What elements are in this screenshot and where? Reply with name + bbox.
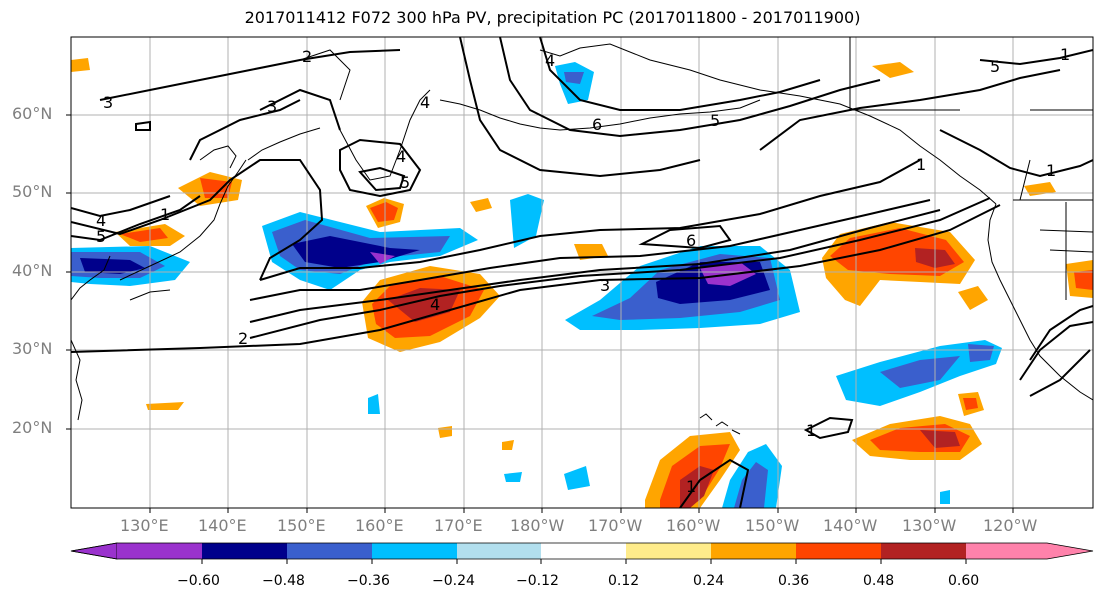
colorbar [70, 542, 1094, 564]
lon-label: 180°W [510, 516, 565, 535]
map-title: 2017011412 F072 300 hPa PV, precipitatio… [244, 8, 861, 27]
colorbar-tick-label: 0.60 [948, 573, 980, 589]
contour-label: 1 [916, 155, 926, 174]
lat-label: 60°N [12, 104, 53, 123]
colorbar-segment [711, 543, 796, 559]
colorbar-max-extend [966, 543, 1093, 559]
contour-label: 5 [990, 57, 1000, 76]
colorbar-segment [626, 543, 711, 559]
contour-label: 1 [1046, 161, 1056, 180]
pv-contours [71, 37, 1093, 508]
lon-label: 150°W [745, 516, 800, 535]
contour-label: 2 [238, 329, 248, 348]
lon-label: 150°E [277, 516, 326, 535]
tick-marks [66, 114, 1014, 513]
lon-label: 120°W [983, 516, 1038, 535]
colorbar-tick-label: 0.48 [863, 573, 895, 589]
colorbar-segment [117, 543, 202, 559]
colorbar-segment [202, 543, 287, 559]
colorbar-tick-label: 0.12 [608, 573, 640, 589]
colorbar-tick-label: −0.36 [347, 573, 390, 589]
lat-label: 50°N [12, 182, 53, 201]
contour-label: 1 [806, 421, 816, 440]
lat-label: 40°N [12, 261, 53, 280]
colorbar-tick-label: −0.48 [262, 573, 305, 589]
contour-label: 4 [96, 211, 106, 230]
contour-label: 5 [400, 173, 410, 192]
precip-shading [71, 58, 1093, 508]
colorbar-segment [541, 543, 626, 559]
colorbar-segment [372, 543, 457, 559]
colorbar-segment [287, 543, 372, 559]
colorbar-segment [881, 543, 966, 559]
lat-label: 30°N [12, 339, 53, 358]
contour-label: 4 [396, 147, 406, 166]
contour-label: 5 [710, 111, 720, 130]
coastlines [71, 37, 1093, 435]
contour-label: 3 [267, 97, 277, 116]
contour-label: 3 [103, 93, 113, 112]
colorbar-segment [796, 543, 881, 559]
contour-label: 2 [302, 47, 312, 66]
lon-label: 130°W [902, 516, 957, 535]
contour-label: 6 [592, 115, 602, 134]
lon-label: 140°E [198, 516, 247, 535]
colorbar-tick-label: 0.24 [693, 573, 725, 589]
colorbar-tick-label: −0.12 [516, 573, 559, 589]
lon-label: 170°E [434, 516, 483, 535]
contour-label: 4 [545, 51, 555, 70]
colorbar-tick-label: 0.36 [778, 573, 810, 589]
pv-contour-labels: 2 3 1 5 4 3 4 5 4 5 6 5 4 1 1 6 3 4 2 1 … [96, 45, 1070, 496]
contour-label: 1 [160, 205, 170, 224]
lon-label: 170°W [588, 516, 643, 535]
contour-label: 1 [1060, 45, 1070, 64]
colorbar-tick-label: −0.60 [177, 573, 220, 589]
colorbar-tick-label: −0.24 [432, 573, 475, 589]
colorbar-segment [457, 543, 541, 559]
lon-label: 160°E [355, 516, 404, 535]
lon-label: 160°W [666, 516, 721, 535]
contour-label: 4 [430, 295, 440, 314]
lat-label: 20°N [12, 418, 53, 437]
contour-label: 1 [686, 477, 696, 496]
colorbar-min-extend [70, 542, 118, 560]
contour-label: 3 [600, 276, 610, 295]
contour-label: 5 [96, 227, 106, 246]
lon-label: 140°W [823, 516, 878, 535]
lon-label: 130°E [120, 516, 169, 535]
contour-label: 4 [420, 93, 430, 112]
contour-label: 6 [686, 231, 696, 250]
map-plot-area: 2 3 1 5 4 3 4 5 4 5 6 5 4 1 1 6 3 4 2 1 … [71, 37, 1093, 508]
